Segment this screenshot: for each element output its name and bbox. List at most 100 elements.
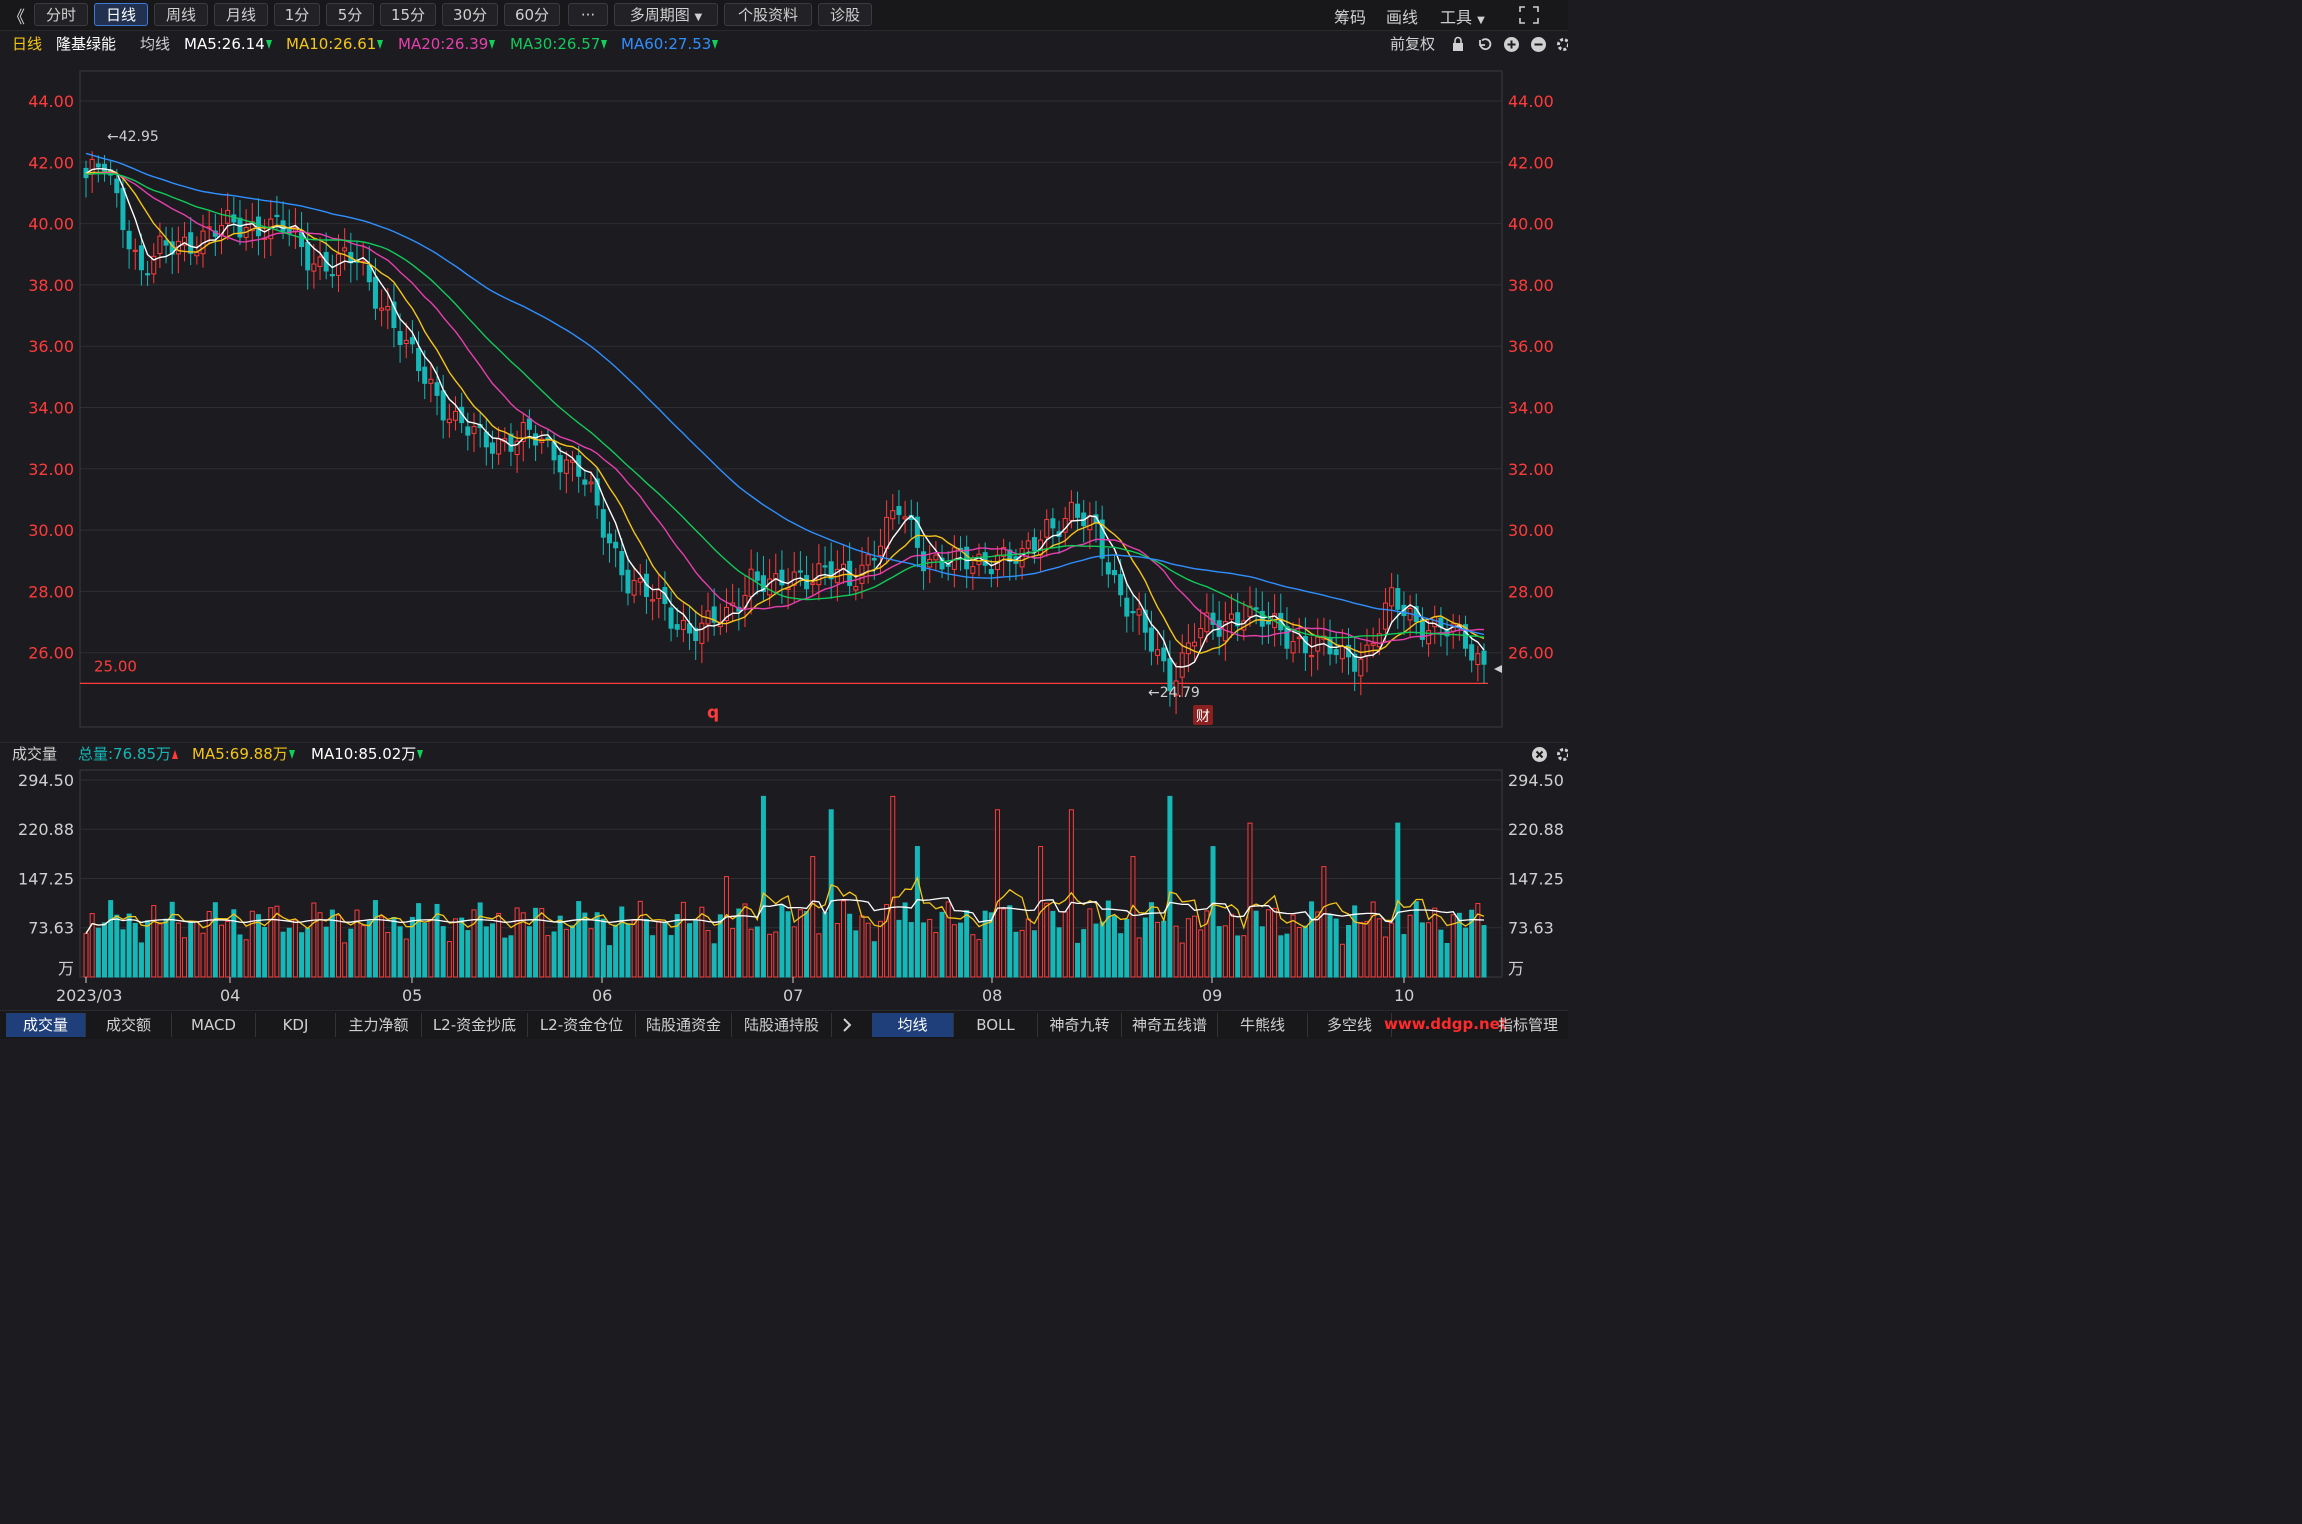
- volume-bar: [637, 900, 643, 978]
- ma5-line: [85, 167, 1485, 668]
- volume-bar: [163, 918, 169, 978]
- period-button[interactable]: 1分: [274, 3, 320, 26]
- period-button[interactable]: 5分: [326, 3, 374, 26]
- gear-icon[interactable]: [1555, 746, 1568, 763]
- period-button[interactable]: 月线: [214, 3, 268, 26]
- volume-bar: [89, 913, 95, 978]
- period-button[interactable]: 分时: [34, 3, 88, 26]
- candle-body: [557, 455, 563, 473]
- candlestick-chart[interactable]: 25.00 44.00 44.00 42.00 42.00 40.00 40.00 38.0…: [0, 57, 1568, 742]
- ma60-line: [85, 152, 1485, 636]
- chevron-right-icon[interactable]: [840, 1017, 854, 1033]
- period-button[interactable]: ···: [568, 3, 608, 26]
- draw-line-button[interactable]: 画线: [1386, 8, 1419, 27]
- volume-bar: [428, 919, 434, 978]
- period-button[interactable]: 日线: [94, 3, 148, 26]
- volume-bar: [570, 925, 576, 978]
- volume-bar: [1087, 908, 1093, 978]
- tab-overlay[interactable]: 神奇九转: [1038, 1013, 1122, 1037]
- candle-body: [914, 516, 920, 548]
- tools-label: 工具: [1440, 8, 1473, 27]
- tab-overlay[interactable]: BOLL: [954, 1013, 1038, 1037]
- volume-bar: [1062, 911, 1068, 978]
- tab-indicator[interactable]: MACD: [172, 1013, 256, 1037]
- chart-annotations: ←42.95 ←24.79 q 财: [107, 129, 1502, 725]
- period-button[interactable]: 60分: [504, 3, 560, 26]
- ma-title[interactable]: 均线: [140, 35, 171, 53]
- candle-body: [1019, 548, 1025, 568]
- tab-indicator[interactable]: 成交量: [6, 1013, 86, 1037]
- candle-body: [1068, 501, 1074, 521]
- diagnose-button[interactable]: 诊股: [818, 3, 872, 26]
- candle-body: [865, 554, 871, 566]
- date-tick-label: 05: [402, 986, 422, 1005]
- multi-period-button[interactable]: 多周期图 ▼: [614, 3, 718, 26]
- tab-overlay[interactable]: 均线: [872, 1013, 954, 1037]
- tab-overlay[interactable]: 牛熊线: [1218, 1013, 1308, 1037]
- volume-bar: [834, 923, 840, 978]
- volume-bar: [200, 932, 206, 978]
- volume-bar: [225, 920, 231, 978]
- candle-body: [459, 406, 465, 424]
- volume-bar: [520, 912, 526, 978]
- price-grid: [80, 100, 1502, 654]
- volume-bar: [1099, 921, 1105, 978]
- price-tick-label-right: 28.00: [1508, 582, 1554, 601]
- volume-bar: [1161, 920, 1167, 978]
- stock-info-button[interactable]: 个股资料: [724, 3, 812, 26]
- tab-indicator[interactable]: 主力净额: [336, 1013, 422, 1037]
- adjust-label[interactable]: 前复权: [1390, 35, 1436, 53]
- gear-icon[interactable]: [1555, 36, 1568, 53]
- volume-bar: [1179, 942, 1185, 978]
- undo-icon[interactable]: [1476, 36, 1492, 52]
- top-toolbar: 《 分时 日线 周线 月线 1分 5分 15分 30分 60分 ··· 多周期图 ▼ 个股资料 诊…: [0, 0, 1568, 31]
- candle-body: [1050, 518, 1056, 529]
- tab-overlay[interactable]: 多空线: [1308, 1013, 1392, 1037]
- candle-body: [1228, 613, 1234, 620]
- period-button[interactable]: 15分: [380, 3, 436, 26]
- volume-ma10: MA10:85.02万: [311, 743, 424, 765]
- volume-bar: [120, 929, 126, 978]
- tab-indicator[interactable]: 陆股通资金: [636, 1013, 732, 1037]
- tab-indicator[interactable]: 成交额: [86, 1013, 172, 1037]
- volume-bar: [483, 926, 489, 978]
- volume-tick-left: 73.63: [28, 919, 74, 938]
- candle-body: [483, 431, 489, 448]
- tools-button[interactable]: 工具 ▼: [1440, 4, 1485, 28]
- volume-bar: [773, 931, 779, 978]
- period-button[interactable]: 周线: [154, 3, 208, 26]
- volume-bar: [145, 920, 151, 978]
- volume-bar: [231, 909, 237, 978]
- tab-overlay[interactable]: 神奇五线谱: [1122, 1013, 1218, 1037]
- volume-bar: [1056, 927, 1062, 978]
- tab-indicator[interactable]: KDJ: [256, 1013, 336, 1037]
- candle-body: [1210, 612, 1216, 625]
- fullscreen-icon[interactable]: [1518, 5, 1540, 25]
- candle-body: [1296, 636, 1302, 640]
- volume-tick-right: 147.25: [1508, 870, 1564, 889]
- period-button[interactable]: 30分: [442, 3, 498, 26]
- volume-title: 成交量: [12, 745, 58, 763]
- chips-button[interactable]: 筹码: [1334, 8, 1367, 27]
- reference-line: 25.00: [80, 657, 1488, 684]
- candle-body: [1044, 519, 1050, 538]
- volume-chart[interactable]: 294.50 294.50 220.88 220.88 147.25 147.25 73.6…: [0, 764, 1568, 1010]
- volume-bar: [1419, 922, 1425, 978]
- candle-body: [1290, 641, 1296, 654]
- zoom-in-icon[interactable]: [1503, 36, 1520, 53]
- tab-indicator[interactable]: L2-资金仓位: [528, 1013, 636, 1037]
- volume-bar: [933, 931, 939, 978]
- volume-bar: [1222, 925, 1228, 978]
- volume-bar: [194, 920, 200, 978]
- zoom-out-icon[interactable]: [1530, 36, 1547, 53]
- tab-indicator[interactable]: L2-资金抄底: [422, 1013, 528, 1037]
- candle-body: [1389, 587, 1395, 607]
- back-button[interactable]: 《: [8, 8, 25, 28]
- lock-icon[interactable]: [1450, 36, 1466, 52]
- tab-indicator[interactable]: 陆股通持股: [732, 1013, 832, 1037]
- volume-bar: [274, 905, 280, 978]
- tab-indicator-manage[interactable]: 指标管理: [1497, 1016, 1558, 1034]
- volume-bar: [594, 912, 600, 978]
- close-icon[interactable]: [1531, 746, 1548, 763]
- volume-bar: [1321, 866, 1327, 978]
